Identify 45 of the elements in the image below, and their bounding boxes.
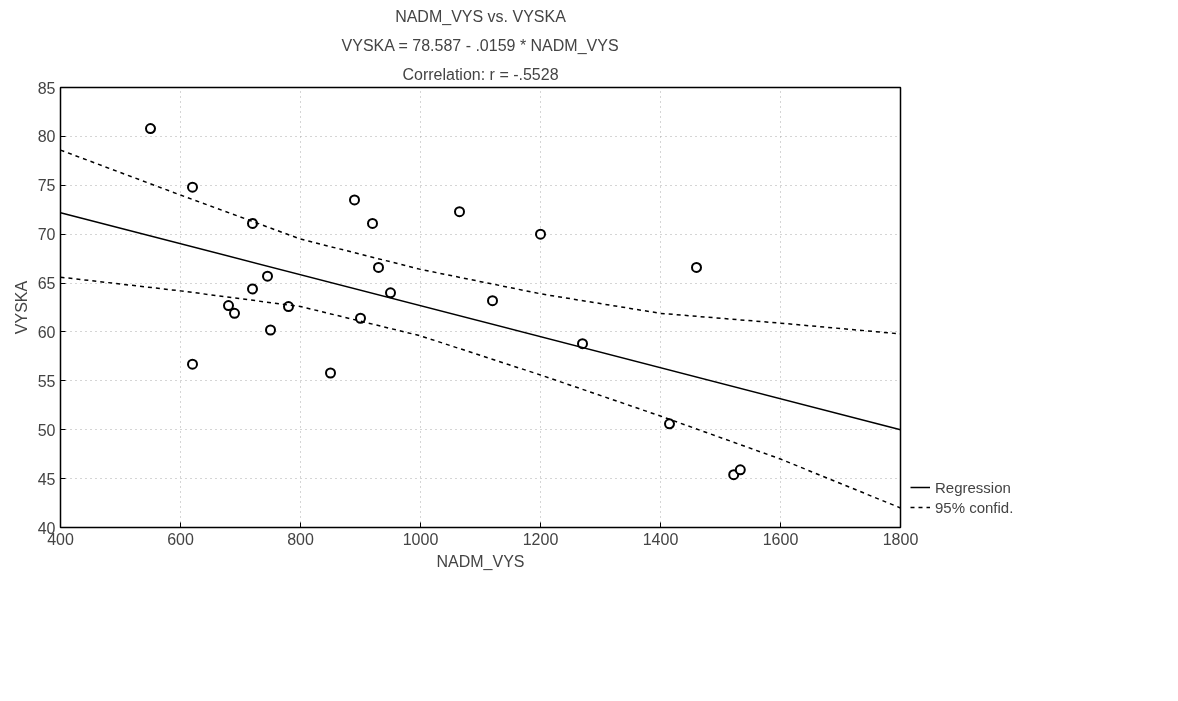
point [262,270,273,282]
y-tick-label: 65 [37,275,56,293]
legend-label: 95% confid. [935,498,1014,516]
y-tick-label: 80 [37,128,56,146]
point [187,181,198,193]
y-tick-label: 85 [37,79,56,97]
point [247,283,258,295]
x-tick-label: 1000 [402,530,439,548]
chart-title: NADM_VYS vs. VYSKA [395,7,567,26]
chart-subtitle: VYSKA = 78.587 - .0159 * NADM_VYS [341,36,619,55]
y-tick-label: 45 [37,470,56,488]
x-tick-label: 1400 [642,530,679,548]
y-tick-label: 70 [37,226,56,244]
y-tick-label: 50 [37,421,56,439]
legend-label: Regression [935,478,1011,496]
point [229,307,240,319]
y-tick-label: 75 [37,177,56,195]
x-axis-title: NADM_VYS [436,552,525,571]
point [691,261,702,273]
point [325,367,336,379]
x-tick-label: 1600 [762,530,799,548]
point [355,312,366,324]
point [385,287,396,299]
point [454,206,465,218]
x-tick-label: 600 [167,530,194,548]
text: Correlation: r = -.5528 [402,65,559,83]
point [734,464,746,476]
point [487,295,498,307]
point [349,194,360,206]
point [367,217,378,229]
point [265,324,276,336]
x-tick-label: 800 [287,530,314,548]
point [373,261,384,273]
point [145,123,156,135]
point [664,418,675,430]
point [187,358,198,370]
point [577,338,588,350]
point [223,300,234,312]
x-tick-label: 1800 [882,530,919,548]
point [535,228,546,240]
y-axis-title: VYSKA [12,280,30,335]
y-tick-label: 55 [37,372,56,390]
x-tick-label: 1200 [522,530,559,548]
y-tick-label: 60 [37,323,56,341]
point [283,301,294,313]
